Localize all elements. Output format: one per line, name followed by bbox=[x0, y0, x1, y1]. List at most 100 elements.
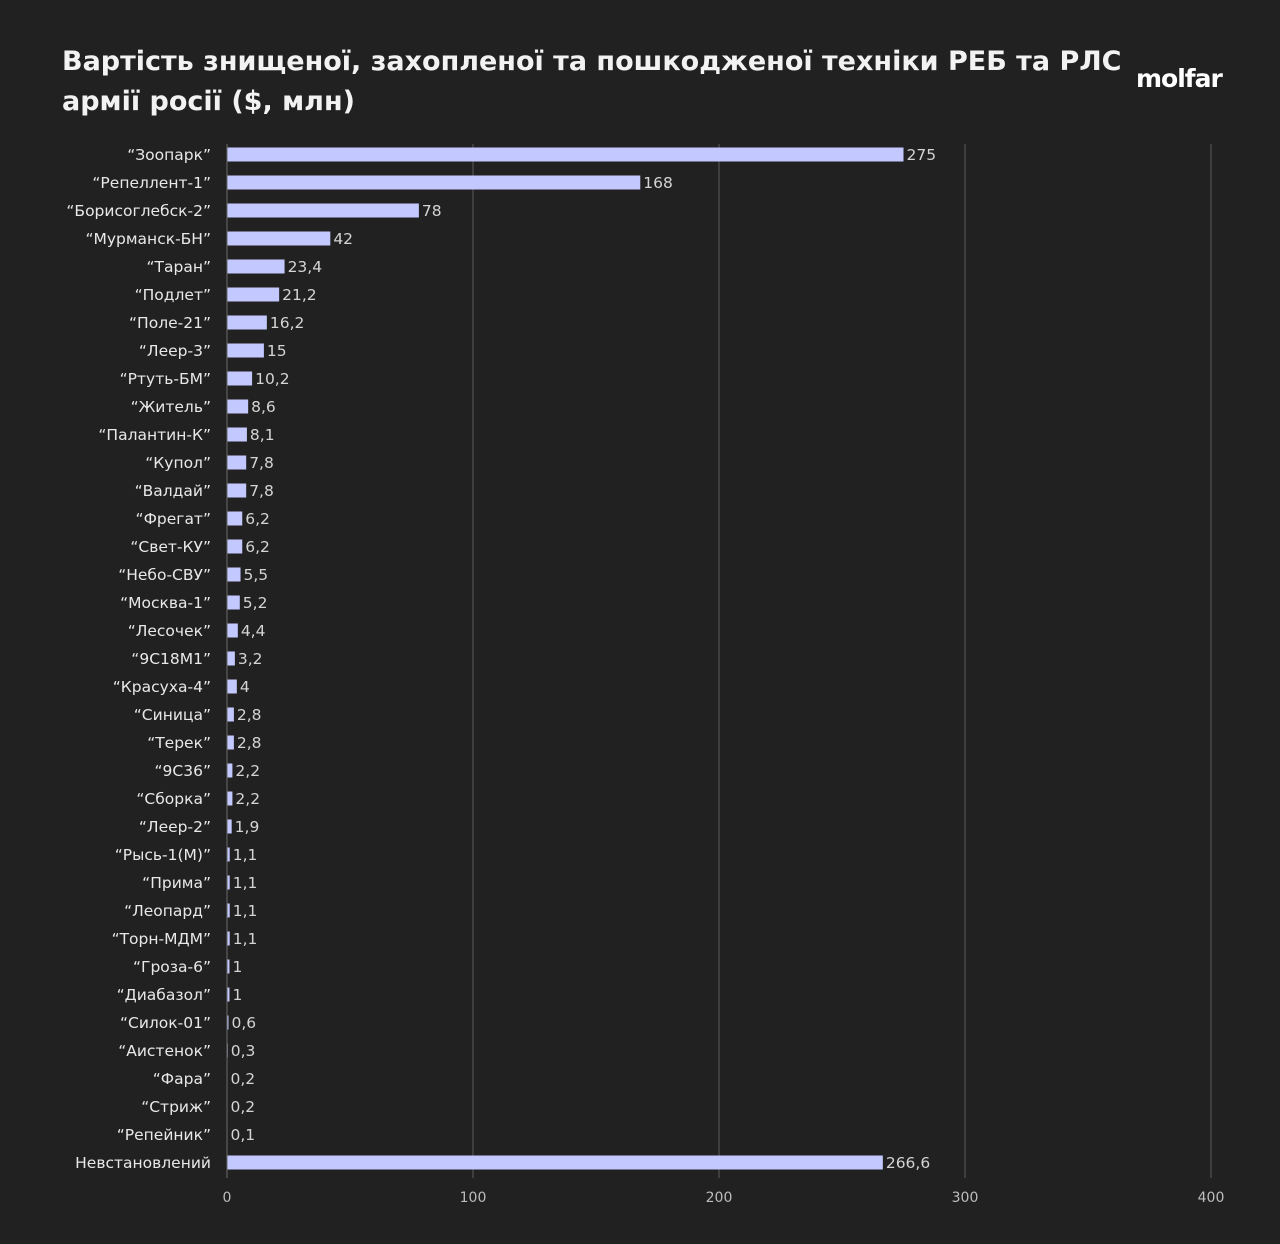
category-label: “Торн-МДМ” bbox=[112, 930, 211, 948]
value-label: 0,1 bbox=[231, 1126, 256, 1144]
value-label: 1 bbox=[232, 958, 242, 976]
bar bbox=[227, 623, 238, 638]
value-label: 275 bbox=[907, 146, 937, 164]
category-label: “Репеллент-1” bbox=[92, 174, 211, 192]
bar bbox=[227, 903, 230, 918]
category-label: “Сборка” bbox=[136, 790, 211, 808]
bar bbox=[227, 679, 237, 694]
category-label: “Подлет” bbox=[135, 286, 211, 304]
category-label: “Таран” bbox=[147, 258, 212, 276]
value-label: 6,2 bbox=[245, 510, 270, 528]
category-label: “Мурманск-БН” bbox=[85, 230, 211, 248]
bar bbox=[227, 371, 253, 386]
category-label: “Синица” bbox=[134, 706, 211, 724]
category-label: “Поле-21” bbox=[129, 314, 211, 332]
bar bbox=[227, 763, 233, 778]
bar bbox=[227, 651, 235, 666]
value-label: 0,2 bbox=[231, 1070, 256, 1088]
value-label: 23,4 bbox=[288, 258, 323, 276]
value-label: 10,2 bbox=[255, 370, 290, 388]
value-label: 1,1 bbox=[233, 902, 258, 920]
category-label: “Лесочек” bbox=[128, 622, 211, 640]
value-label: 0,6 bbox=[231, 1014, 256, 1032]
x-tick-label: 300 bbox=[952, 1190, 979, 1206]
value-label: 1,1 bbox=[233, 846, 258, 864]
category-label: “Репейник” bbox=[117, 1126, 211, 1144]
category-label: “Терек” bbox=[147, 734, 211, 752]
value-label: 0,2 bbox=[231, 1098, 256, 1116]
value-label: 1,1 bbox=[233, 930, 258, 948]
bar bbox=[227, 343, 264, 358]
bar bbox=[227, 399, 249, 414]
category-label: “Леопард” bbox=[124, 902, 211, 920]
value-label: 16,2 bbox=[270, 314, 305, 332]
chart-title: Вартість знищеної, захопленої та пошкодж… bbox=[62, 46, 1122, 117]
bar bbox=[227, 147, 904, 162]
bar bbox=[227, 1015, 229, 1030]
bar bbox=[227, 735, 234, 750]
value-label: 78 bbox=[422, 202, 442, 220]
bar bbox=[227, 959, 230, 974]
category-label: “Житель” bbox=[131, 398, 211, 416]
bar bbox=[227, 875, 230, 890]
category-label: “Леер-3” bbox=[139, 342, 211, 360]
value-label: 42 bbox=[333, 230, 353, 248]
category-label: “9С18М1” bbox=[131, 650, 211, 668]
category-label: “Фрегат” bbox=[136, 510, 211, 528]
category-label: “Палантин-К” bbox=[98, 426, 211, 444]
category-label: “Свет-КУ” bbox=[130, 538, 211, 556]
category-label: “Аистенок” bbox=[118, 1042, 211, 1060]
value-label: 2,8 bbox=[237, 706, 262, 724]
value-label: 2,2 bbox=[235, 762, 260, 780]
bar bbox=[227, 595, 240, 610]
bar bbox=[227, 175, 641, 190]
value-label: 15 bbox=[267, 342, 287, 360]
value-label: 21,2 bbox=[282, 286, 317, 304]
category-label: “Диабазол” bbox=[117, 986, 211, 1004]
molfar-logo: molfar bbox=[1136, 64, 1223, 93]
bar bbox=[227, 203, 419, 218]
bar bbox=[227, 231, 331, 246]
value-label: 266,6 bbox=[886, 1154, 930, 1172]
bar bbox=[227, 315, 267, 330]
category-label: “Купол” bbox=[145, 454, 211, 472]
category-label: “Прима” bbox=[142, 874, 211, 892]
bar bbox=[227, 455, 247, 470]
x-tick-label: 0 bbox=[223, 1190, 232, 1206]
category-label: “Леер-2” bbox=[139, 818, 211, 836]
bar bbox=[227, 847, 230, 862]
bar bbox=[227, 987, 230, 1002]
category-label: “Борисоглебск-2” bbox=[66, 202, 211, 220]
bar bbox=[227, 483, 247, 498]
category-label: “9С36” bbox=[155, 762, 211, 780]
bar bbox=[227, 791, 233, 806]
category-label: Невстановлений bbox=[75, 1154, 211, 1172]
bar bbox=[227, 931, 230, 946]
bar bbox=[227, 427, 247, 442]
category-label: “Зоопарк” bbox=[127, 146, 211, 164]
category-label: “Гроза-6” bbox=[133, 958, 211, 976]
bar bbox=[227, 259, 285, 274]
bar bbox=[227, 511, 243, 526]
value-label: 2,8 bbox=[237, 734, 262, 752]
category-label: “Фара” bbox=[153, 1070, 211, 1088]
bar bbox=[227, 539, 243, 554]
value-label: 1,1 bbox=[233, 874, 258, 892]
bar bbox=[227, 567, 241, 582]
value-label: 5,2 bbox=[243, 594, 268, 612]
x-tick-label: 200 bbox=[706, 1190, 733, 1206]
category-label: “Небо-СВУ” bbox=[118, 566, 211, 584]
x-tick-label: 400 bbox=[1198, 1190, 1225, 1206]
category-label: “Красуха-4” bbox=[113, 678, 211, 696]
value-label: 8,1 bbox=[250, 426, 275, 444]
value-label: 1,9 bbox=[235, 818, 260, 836]
value-label: 2,2 bbox=[235, 790, 260, 808]
value-label: 7,8 bbox=[249, 454, 274, 472]
value-label: 7,8 bbox=[249, 482, 274, 500]
value-label: 168 bbox=[643, 174, 673, 192]
value-label: 1 bbox=[232, 986, 242, 1004]
category-label: “Москва-1” bbox=[120, 594, 211, 612]
category-label: “Стриж” bbox=[141, 1098, 211, 1116]
value-label: 6,2 bbox=[245, 538, 270, 556]
